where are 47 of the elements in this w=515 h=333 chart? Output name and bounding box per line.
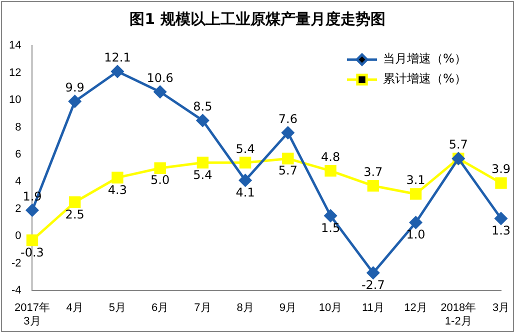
x-tick-label: 6月 [152, 302, 169, 314]
data-label: 1.0 [406, 228, 426, 242]
data-label: 5.7 [278, 164, 298, 178]
data-label: 12.1 [104, 50, 131, 65]
data-label: -2.7 [361, 278, 385, 292]
data-label: 2.5 [65, 207, 84, 222]
y-tick-label: 12 [8, 66, 22, 79]
data-label: 1.5 [320, 220, 340, 235]
data-label: 7.6 [278, 112, 298, 126]
data-label: -0.3 [20, 245, 44, 260]
y-tick-label: -2 [11, 257, 22, 270]
data-label: 8.5 [193, 100, 212, 114]
x-tick-label: 2018年1-2月 [440, 302, 476, 328]
data-label: 5.0 [150, 173, 170, 188]
y-tick-label: 2 [15, 202, 22, 215]
x-tick-label: 12月 [404, 302, 428, 314]
legend-label: 当月增速（%） [383, 52, 466, 66]
data-label: 1.3 [491, 224, 511, 238]
x-tick-label: 8月 [236, 302, 254, 314]
data-label: 3.9 [491, 162, 511, 176]
chart-title: 图1 规模以上工业原煤产量月度走势图 [128, 10, 386, 29]
y-tick-label: 4 [15, 176, 22, 188]
y-tick-label: 8 [15, 121, 22, 134]
data-label: 3.1 [406, 173, 426, 188]
x-tick-label: 10月 [318, 302, 342, 314]
data-label: 10.6 [146, 71, 174, 86]
x-tick-label: 7月 [194, 302, 212, 314]
y-tick-label: -4 [11, 284, 22, 297]
y-tick-label: 6 [15, 148, 22, 161]
y-tick-label: 0 [15, 230, 22, 242]
x-tick-label: 11月 [362, 302, 384, 314]
data-label: 5.7 [448, 138, 468, 152]
data-label: 4.3 [108, 182, 128, 197]
data-label: 4.8 [320, 150, 340, 164]
x-tick-label: 2017年3月 [14, 302, 50, 328]
x-tick-label: 3月 [492, 302, 510, 314]
data-label: 5.4 [193, 168, 212, 182]
y-tick-label: 14 [8, 40, 22, 52]
legend-label: 累计增速（%） [383, 72, 466, 86]
x-tick-label: 5月 [108, 302, 126, 314]
data-label: 4.1 [236, 185, 255, 200]
data-label: 9.9 [65, 80, 84, 95]
x-tick-label: 4月 [66, 302, 84, 314]
data-label: 5.4 [236, 142, 255, 156]
x-tick-label: 9月 [279, 302, 296, 314]
y-tick-label: 10 [8, 94, 22, 106]
data-label: 3.7 [364, 164, 383, 179]
